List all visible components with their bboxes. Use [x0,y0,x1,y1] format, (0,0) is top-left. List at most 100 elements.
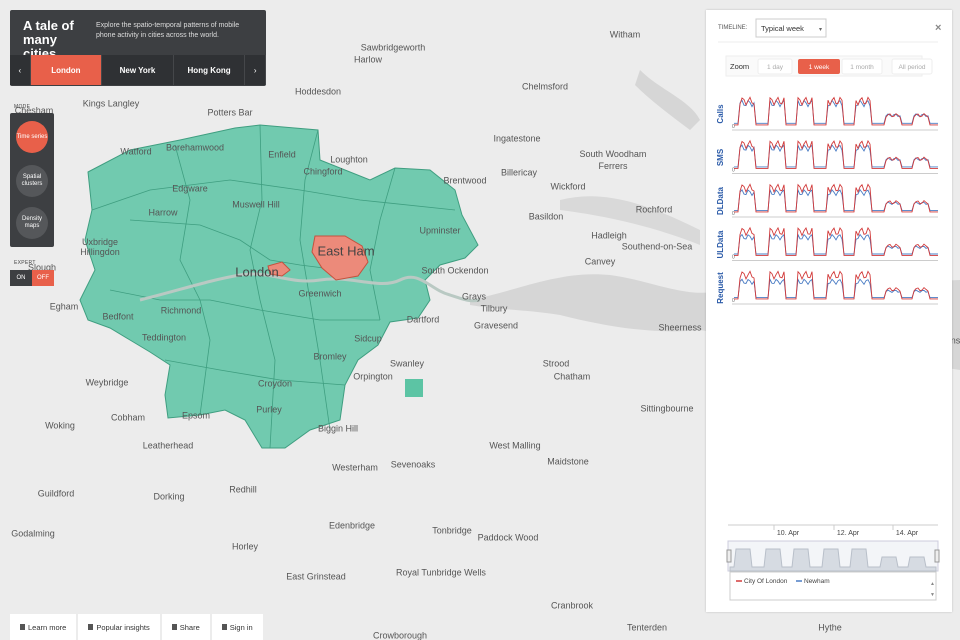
place-label: Sawbridgeworth [361,42,426,52]
place-label: Loughton [330,154,368,164]
place-label: Canvey [585,256,616,266]
place-label: Harrow [148,207,178,217]
place-label: East Grinstead [286,571,346,581]
mode-button[interactable]: Spatial clusters [16,165,48,197]
place-label: Borehamwood [166,142,224,152]
timeline-value: Typical week [761,24,804,33]
mode-label: MODE [14,104,31,110]
series-line-city [734,96,938,126]
place-label: Royal Tunbridge Wells [396,567,486,577]
place-label: Chesham [15,105,54,115]
place-label: Dorking [153,491,184,501]
place-label-line: Hillingdon [80,247,120,257]
place-label: Grays [462,291,487,301]
nav-date: 10. Apr [777,530,800,537]
city-tab[interactable]: London [30,55,103,85]
city-of-london[interactable] [267,261,291,277]
place-label: Purley [256,404,282,414]
toggle-on[interactable]: ON [10,270,32,286]
footer-button[interactable]: Sign in [211,614,263,640]
place-label: Tilbury [481,303,508,313]
footer-text: Learn more [28,622,67,632]
river-thames [139,272,481,303]
place-label: Leatherhead [143,440,194,450]
toggle-off[interactable]: OFF [32,270,54,286]
nav-handle[interactable] [934,549,940,563]
legend-scroll: ▼ [930,592,935,598]
place-label: Basildon [529,211,564,221]
place-label: Chingford [303,166,342,176]
footer-button[interactable]: Popular insights [78,614,160,640]
next-arrow[interactable]: › [245,55,266,85]
place-label: Cranbrook [551,600,594,610]
place-label-line: Uxbridge [82,237,118,247]
place-label: Billericay [501,167,538,177]
nav-handle[interactable] [726,549,732,563]
mode-button[interactable]: Density maps [16,207,48,239]
place-label: Upminster [419,225,460,235]
series-line-city [734,226,938,256]
place-label: Wickford [550,181,585,191]
place-label: Edgware [172,183,208,193]
place-label: Muswell Hill [232,199,280,209]
place-label: Sevenoaks [391,459,436,469]
newham[interactable] [311,235,369,281]
place-label: London [235,264,278,279]
city-tab[interactable]: Hong Kong [174,55,246,85]
zoom-label: Zoom [730,62,749,71]
select-caret: ▾ [819,27,822,33]
place-label: Egham [50,301,79,311]
place-label: East Ham [317,243,374,258]
zero-label: 0 [732,168,735,174]
london-boroughs[interactable] [79,124,479,449]
place-label: Uxbridge Hillingdon [80,237,120,257]
zoom-option-label: All period [898,64,925,71]
place-label: Dartford [407,314,440,324]
timeline-select[interactable] [755,18,827,38]
place-label: Witham [610,29,641,39]
place-label: Orpington [353,371,393,381]
footer: Learn more Popular insights Share Sign i… [10,614,263,640]
zoom-option[interactable] [757,58,793,75]
map-marker[interactable] [405,379,423,397]
estuary [560,196,700,245]
place-label: Godalming [11,528,55,538]
panel-graphics: TIMELINE: Typical week ▾ × Zoom 1 day 1 w… [716,18,941,601]
close-button[interactable]: × [935,22,941,34]
legend-label: City Of London [744,578,788,585]
zoom-option[interactable] [798,59,840,74]
place-label: Sittingbourne [640,403,693,413]
zoom-option-label: 1 month [850,64,874,71]
place-label: Epsom [182,410,210,420]
place-label: Southend-on-Sea [622,241,693,251]
zoom-options: 1 day 1 week 1 month All period [757,58,933,75]
nav-area [729,548,937,572]
side-panel: TIMELINE: Typical week ▾ × Zoom 1 day 1 w… [706,10,952,612]
place-label: Crowborough [373,630,427,640]
place-label: Westerham [332,462,378,472]
footer-button[interactable]: Learn more [10,614,77,640]
series-line-newham [734,232,938,255]
prev-arrow[interactable]: ‹ [10,55,31,85]
metric-label: Calls [716,104,725,124]
footer-button[interactable]: Share [161,614,210,640]
city-tab[interactable]: New York [102,55,174,85]
place-label: Chatham [554,371,591,381]
mode-button[interactable]: Time series [16,121,48,153]
place-label: Richmond [161,305,202,315]
footer-text: Sign in [229,622,253,632]
place-label: Tonbridge [432,525,472,535]
series-line-newham [734,144,938,168]
series-line-city [734,183,938,213]
zoom-option[interactable] [841,58,883,75]
place-label: Paddock Wood [478,532,539,542]
place-label: Hythe [818,622,842,632]
zoom-option[interactable] [891,58,933,75]
legend-box [729,571,937,601]
series-line-city [734,139,938,169]
expert-toggle: ON OFF [10,270,54,286]
place-label: Edenbridge [329,520,375,530]
legend-label: Newham [804,578,830,585]
place-label: Swanley [390,358,425,368]
